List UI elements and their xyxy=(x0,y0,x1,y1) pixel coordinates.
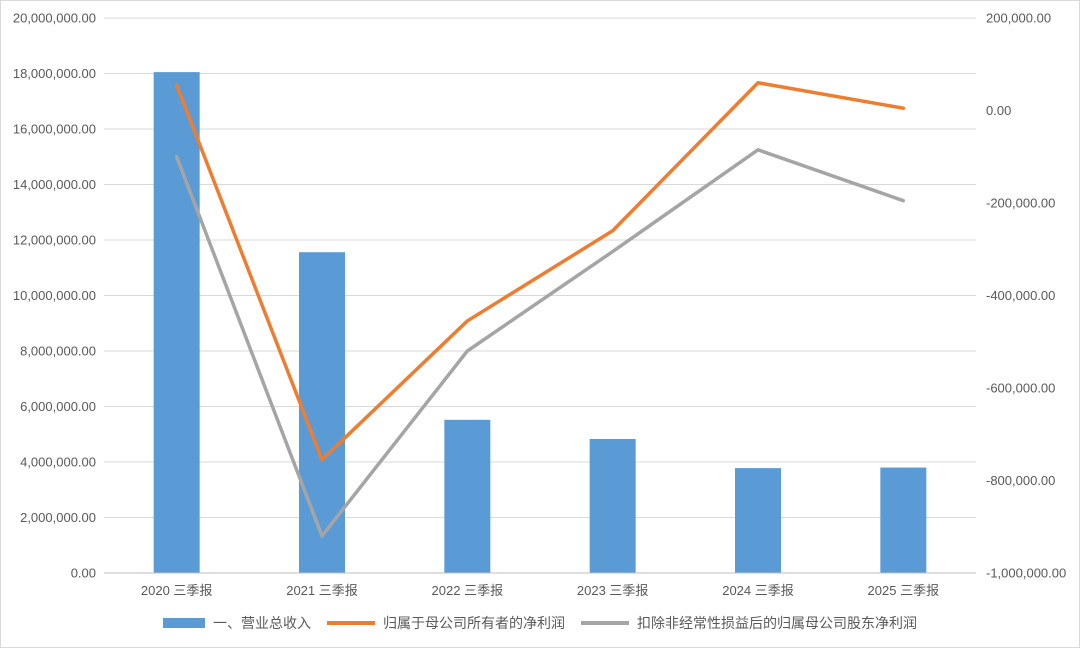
x-tick-label: 2023 三季报 xyxy=(577,583,649,598)
y-left-tick-label: 20,000,000.00 xyxy=(13,11,96,26)
legend-item-revenue: 一、营业总收入 xyxy=(163,613,311,633)
x-tick-label: 2025 三季报 xyxy=(868,583,940,598)
bar-revenue xyxy=(444,419,491,573)
y-right-tick-label: -400,000.00 xyxy=(986,288,1055,303)
y-left-tick-label: 14,000,000.00 xyxy=(13,177,96,192)
line-net-profit xyxy=(174,81,906,462)
y-left-tick-label: 16,000,000.00 xyxy=(13,122,96,137)
x-tick-label: 2022 三季报 xyxy=(432,583,504,598)
legend-label-net-profit: 归属于母公司所有者的净利润 xyxy=(383,616,565,632)
y-right-tick-label: -1,000,000.00 xyxy=(986,566,1066,581)
y-left-tick-label: 12,000,000.00 xyxy=(13,233,96,248)
bar-revenue xyxy=(589,438,636,573)
legend-item-deducted-net-profit: 扣除非经常性损益后的归属母公司股东净利润 xyxy=(581,613,917,633)
legend-item-net-profit: 归属于母公司所有者的净利润 xyxy=(327,613,565,633)
y-right-tick-label: -200,000.00 xyxy=(986,196,1055,211)
legend-label-deducted-net-profit: 扣除非经常性损益后的归属母公司股东净利润 xyxy=(637,616,917,632)
y-left-tick-label: 6,000,000.00 xyxy=(20,399,96,414)
legend-label-revenue: 一、营业总收入 xyxy=(213,616,311,632)
y-right-tick-label: 0.00 xyxy=(986,103,1011,118)
y-left-tick-label: 4,000,000.00 xyxy=(20,455,96,470)
y-left-tick-label: 18,000,000.00 xyxy=(13,66,96,81)
line-deducted-net-profit xyxy=(174,148,906,538)
y-left-tick-label: 10,000,000.00 xyxy=(13,288,96,303)
bar-revenue xyxy=(735,468,781,573)
bar-revenue xyxy=(153,72,200,574)
legend-swatch-net-profit xyxy=(327,621,375,625)
x-tick-label: 2021 三季报 xyxy=(286,583,358,598)
y-right-tick-label: 200,000.00 xyxy=(986,11,1051,26)
legend-swatch-revenue xyxy=(163,618,205,628)
legend: 一、营业总收入 归属于母公司所有者的净利润 扣除非经常性损益后的归属母公司股东净… xyxy=(0,611,1080,635)
x-tick-label: 2020 三季报 xyxy=(141,583,213,598)
bar-revenue xyxy=(880,467,927,573)
y-right-tick-label: -800,000.00 xyxy=(986,473,1055,488)
y-left-tick-label: 8,000,000.00 xyxy=(20,344,96,359)
y-left-tick-label: 2,000,000.00 xyxy=(20,510,96,525)
y-right-tick-label: -600,000.00 xyxy=(986,381,1055,396)
legend-swatch-deducted-net-profit xyxy=(581,621,629,625)
bar-revenue xyxy=(299,252,345,573)
x-tick-label: 2024 三季报 xyxy=(722,583,794,598)
y-left-tick-label: 0.00 xyxy=(71,566,96,581)
